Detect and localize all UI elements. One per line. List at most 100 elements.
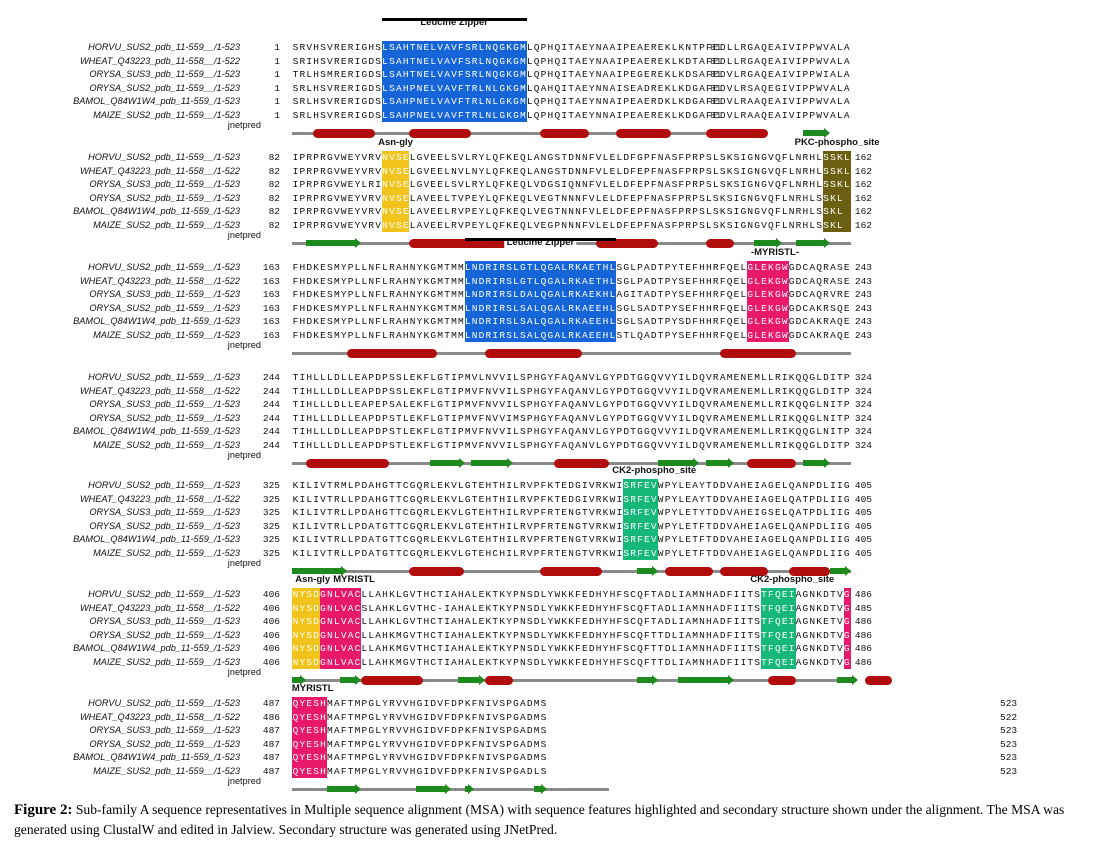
sequence-name: BAMOL_Q84W1W4_pdb_11-559_/1-523 xyxy=(73,752,240,763)
jnetpred-label: jnetpred xyxy=(227,666,261,677)
sequence-residues: TIHLLLDLLEAPDPSTLEKFLGTIPMVFNVVILSPHGYFA… xyxy=(292,440,850,451)
sequence-start: 163 xyxy=(262,289,280,301)
sequence-end: 324 xyxy=(854,385,872,397)
strand-mark xyxy=(326,784,361,795)
sequence-residues: SRLHSVRERIGDSLSAHPNELVAVFTRLNLGKGMLQAHQI… xyxy=(292,82,850,94)
sequence-residues: IPRPRGVWEYVRVNVSELAVEELRVPEYLQFKEQLVEGPN… xyxy=(292,220,843,231)
sequence-start: 244 xyxy=(262,385,280,397)
sequence-start: 244 xyxy=(262,426,280,438)
sequence-name: BAMOL_Q84W1W4_pdb_11-559_/1-523 xyxy=(73,206,240,217)
sequence-end: 405 xyxy=(854,548,872,559)
sequence-end: 81 xyxy=(710,42,722,53)
feature-label: MYRISTL xyxy=(291,683,334,694)
sequence-start: 1 xyxy=(274,110,280,121)
sequence-residues: QYESHMAFTMPGLYRVVHGIDVFDPKFNIVSPGADLS xyxy=(292,766,547,777)
helix-mark xyxy=(616,128,672,138)
sequence-residues: IPRPRGVWEYVRVNVSELGVEELSVLRYLQFKEQLANGST… xyxy=(292,152,850,163)
sequence-residues: SRIHSVRERIGDSLSAHTNELVAVFSRLNQGKGMLQPHQI… xyxy=(292,55,850,67)
sequence-start: 325 xyxy=(262,480,280,491)
strand-mark xyxy=(657,458,700,469)
sequence-end: 162 xyxy=(854,192,872,204)
helix-mark xyxy=(595,238,658,248)
sequence-end: 162 xyxy=(854,165,872,177)
sequence-start: 406 xyxy=(262,629,280,641)
strand-mark xyxy=(706,458,734,469)
sequence-residues: KILIVTRLLPDATGTTCGQRLEKVLGTEHTHILRVPFRTE… xyxy=(292,534,850,546)
figure-caption: Figure 2: Sub-family A sequence represen… xyxy=(14,800,1113,840)
sequence-name: MAIZE_SUS2_pdb_11-559__/1-523 xyxy=(93,766,240,776)
alignment-block: HORVU_SUS2_pdb_11-559__/1-523 244 TIHLLLDL… xyxy=(0,360,1113,469)
sequence-name: ORYSA_SUS2_pdb_11-559__/1-523 xyxy=(89,192,240,203)
sequence-end: 405 xyxy=(854,507,872,519)
sequence-end: 243 xyxy=(854,275,872,287)
feature-highlight xyxy=(747,261,789,342)
sequence-name: ORYSA_SUS2_pdb_11-559__/1-523 xyxy=(89,629,240,640)
feature-bar xyxy=(381,18,527,21)
sequence-start: 244 xyxy=(262,372,280,383)
helix-mark xyxy=(540,566,603,576)
helix-mark xyxy=(409,238,534,248)
sequence-end: 486 xyxy=(854,643,872,655)
sequence-end: 81 xyxy=(710,110,722,121)
sequence-start: 82 xyxy=(268,179,280,191)
strand-mark xyxy=(430,458,464,469)
sequence-residues: TRLHSMRERIGDSLSAHTNELVAVFSRLNQGKGMLQPHQI… xyxy=(292,69,850,81)
alignment-block: Leucine Zipper HORVU_SUS2_pdb_11-559__/1-… xyxy=(0,17,1113,139)
sequence-name: HORVU_SUS2_pdb_11-559__/1-523 xyxy=(88,262,240,272)
feature-label: CK2-phospho_site xyxy=(750,574,835,585)
sequence-end: 405 xyxy=(854,534,872,546)
sequence-name: WHEAT_Q43223_pdb_11-558__/1-522 xyxy=(79,275,240,286)
sequence-end: 522 xyxy=(1000,711,1018,723)
sequence-residues: NYSDGNLVACSLAHKLGVTHC-IAHALEKTKYPNSDLYWK… xyxy=(292,602,850,614)
sequence-start: 487 xyxy=(262,752,280,764)
helix-mark xyxy=(409,128,472,138)
sequence-name: ORYSA_SUS3_pdb_11-559__/1-523 xyxy=(89,507,240,518)
jnetpred-label: jnetpred xyxy=(227,119,261,130)
sequence-residues: QYESHMAFTMPGLYRVVHGIDVFDPKFNIVSPGADMS xyxy=(292,698,547,709)
sequence-start: 487 xyxy=(262,766,280,777)
sequence-start: 82 xyxy=(268,206,280,218)
jnetpred-label: jnetpred xyxy=(227,449,261,460)
sequence-name: MAIZE_SUS2_pdb_11-559__/1-523 xyxy=(93,657,240,667)
feature-label: Asn-gly xyxy=(378,137,413,148)
sequence-name: BAMOL_Q84W1W4_pdb_11-559_/1-523 xyxy=(73,643,240,654)
sequence-start: 82 xyxy=(268,192,280,204)
sequence-residues: KILIVTRLLPDAHGTTCGQRLEKVLGTEHTHILRVPFRTE… xyxy=(292,507,850,519)
sequence-end: 324 xyxy=(854,426,872,438)
sequence-start: 487 xyxy=(262,725,280,737)
sequence-end: 486 xyxy=(854,589,872,600)
sequence-name: ORYSA_SUS2_pdb_11-559__/1-523 xyxy=(89,82,240,93)
alignment-block: CK2-phospho_site HORVU_SUS2_pdb_11-559__/… xyxy=(0,465,1113,577)
sequence-end: 523 xyxy=(1000,752,1018,764)
strand-mark xyxy=(830,566,851,577)
sequence-residues: FHDKESMYPLLNFLRAHNYKGMTMMLNDRIRSLSALQGAL… xyxy=(292,302,850,314)
sequence-start: 163 xyxy=(262,330,280,341)
sequence-start: 487 xyxy=(262,738,280,750)
sequence-end: 243 xyxy=(854,316,872,328)
sequence-residues: IPRPRGVWEYLRINVSELGVEELSVLRYLQFKEQLVDGSI… xyxy=(292,179,850,191)
jnetpred-label: jnetpred xyxy=(227,775,261,786)
sequence-start: 406 xyxy=(262,616,280,628)
sequence-start: 325 xyxy=(262,548,280,559)
strand-mark xyxy=(754,238,782,249)
strand-mark xyxy=(471,458,514,469)
sequence-end: 324 xyxy=(854,412,872,424)
feature-label: Asn-gly xyxy=(295,574,331,585)
sequence-end: 162 xyxy=(854,152,872,163)
strand-mark xyxy=(457,675,485,686)
sequence-end: 523 xyxy=(1000,698,1018,709)
helix-mark xyxy=(347,348,437,358)
helix-mark xyxy=(540,128,589,138)
sequence-name: WHEAT_Q43223_pdb_11-558__/1-522 xyxy=(79,55,240,66)
sequence-start: 1 xyxy=(274,82,280,94)
helix-mark xyxy=(485,348,582,358)
sequence-residues: NYSDGNLVACLLAHKMGVTHCTIAHALEKTKYPNSDLYWK… xyxy=(292,657,850,668)
alignment-block: MYRISTL HORVU_SUS2_pdb_11-559__/1-523 487 Q… xyxy=(0,683,1113,795)
helix-mark xyxy=(361,675,424,685)
strand-mark xyxy=(533,784,547,795)
alignment-block: Asn-gly MYRISTL CK2-phospho_site HORVU_SUS2… xyxy=(0,574,1113,686)
sequence-end: 486 xyxy=(854,657,872,668)
helix-mark xyxy=(768,675,796,685)
sequence-residues: SRLHSVRERIGDSLSAHPNELVAVFTRLNLGKGMLQPHQI… xyxy=(292,110,850,121)
